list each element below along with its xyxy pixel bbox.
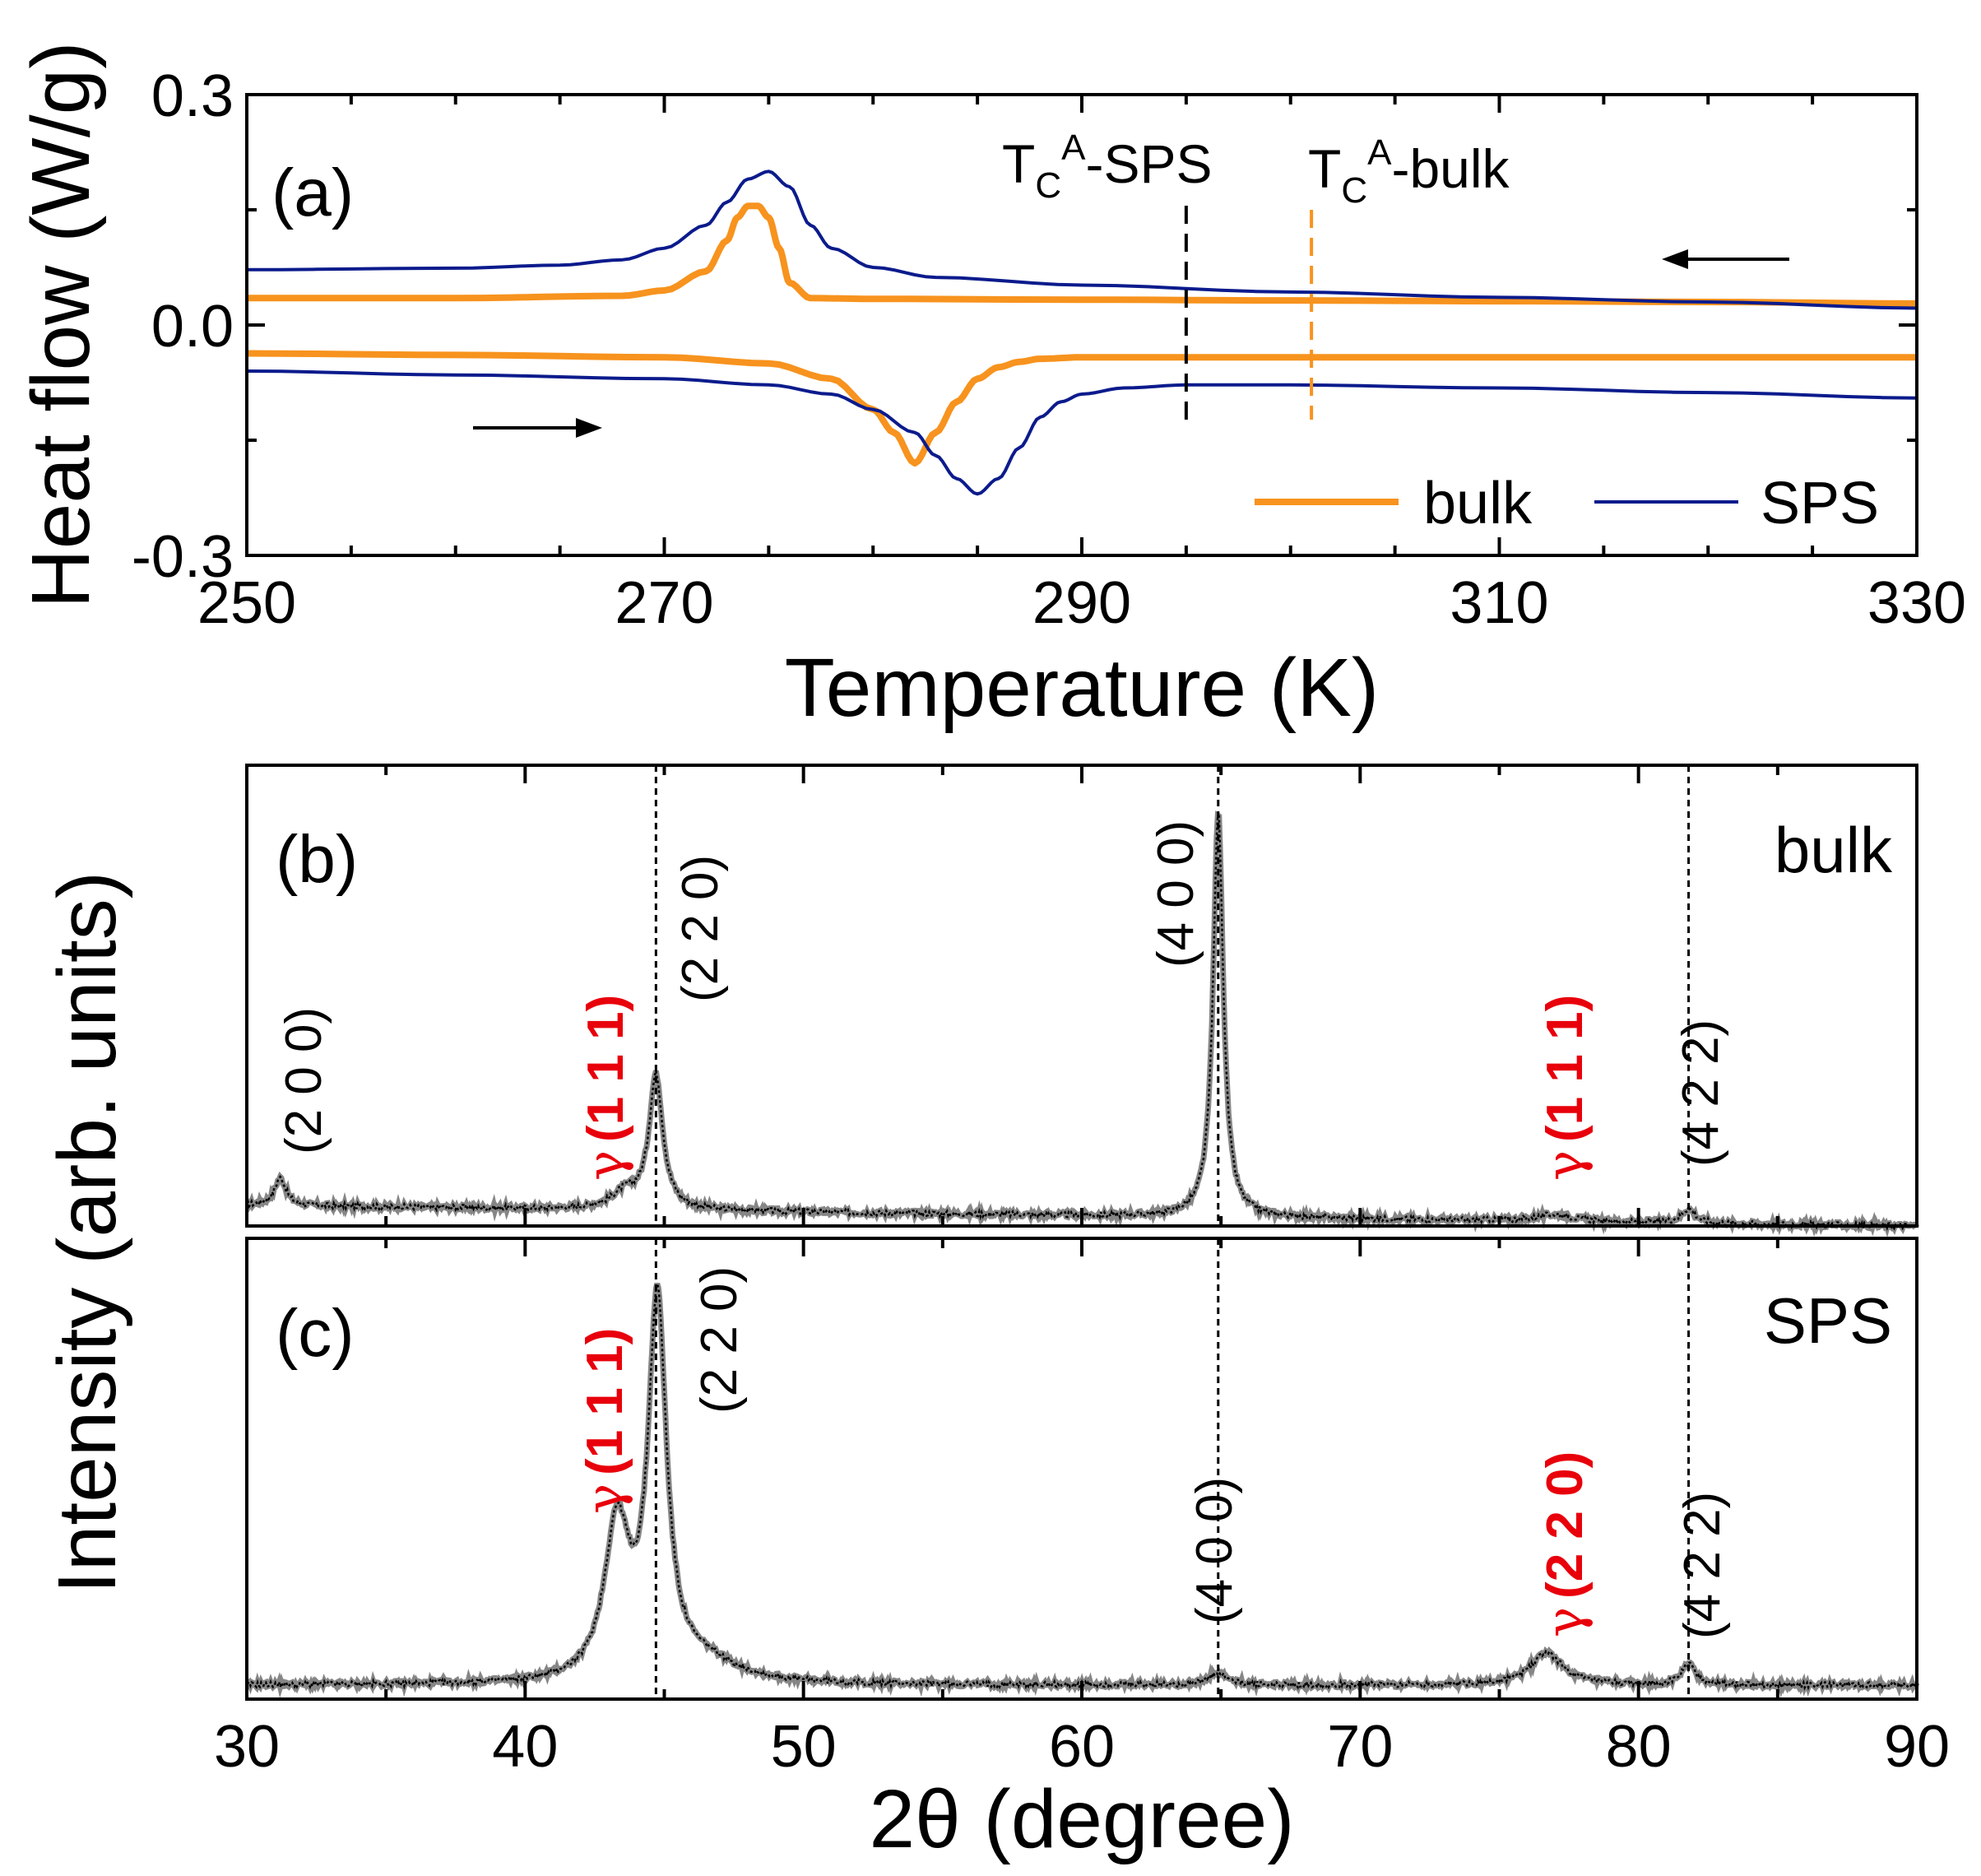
panel-a-xlabel: Temperature (K) <box>785 642 1379 734</box>
a-y-tick-label: 0.3 <box>151 63 234 129</box>
xrd-trace-halo <box>246 1282 1920 1698</box>
panel-a-ylabel: Heat flow (W/g) <box>15 41 107 608</box>
panel-b-ticks <box>245 765 1918 1226</box>
xrd-ylabel: Intensity (arb. units) <box>41 871 133 1594</box>
b-peak-422-label: (4 2 2) <box>1672 1019 1729 1167</box>
dsc-curve-sps-cooling <box>246 169 1918 310</box>
panel-c-frame <box>245 1237 1918 1701</box>
b-gamma-111-high-label: γ(1 1 1) <box>1534 995 1594 1181</box>
legend-sps-label: SPS <box>1761 471 1879 536</box>
panel-a-heat-flow: 250 270 290 310 330 0.3 0.0 -0.3 (a) TCA-SPS TC… <box>15 41 1966 734</box>
dsc-curves <box>246 169 1918 496</box>
c-gamma-111-label: γ(1 1 1) <box>574 1328 634 1514</box>
b-peak-220-label: (2 2 0) <box>672 855 729 1002</box>
panel-b-reference-lines <box>654 765 1691 1226</box>
panel-c-sample: SPS <box>1764 1284 1892 1357</box>
xrd-xlabel: 2θ (degree) <box>870 1773 1295 1865</box>
a-y-tick-label: 0.0 <box>151 294 234 360</box>
xrd-trace-halo <box>245 810 1920 1238</box>
a-y-tick-label: -0.3 <box>132 524 234 590</box>
b-peak-400-label: (4 0 0) <box>1148 820 1204 968</box>
c-peak-422-label: (4 2 2) <box>1674 1492 1731 1639</box>
panel-c-ticks <box>245 1238 1918 1699</box>
panel-b-xrd-bulk: (b) bulk (2 0 0) (2 2 0) (4 0 0) (4 2 2)… <box>245 764 1920 1238</box>
panel-c-xrd-sps: (c) SPS (2 2 0) (4 0 0) (4 2 2) γ(1 1 1)… <box>245 1237 1920 1701</box>
heating-arrow <box>473 418 602 438</box>
c-peak-400-label: (4 0 0) <box>1186 1477 1243 1624</box>
xrd-x-tick-labels: 30 40 50 60 70 80 90 <box>214 1714 1950 1780</box>
legend-bulk-label: bulk <box>1423 471 1533 536</box>
panel-a-ticks: 250 270 290 310 330 0.3 0.0 -0.3 <box>132 63 1966 636</box>
legend: bulk SPS <box>1255 471 1879 536</box>
a-x-tick-label: 330 <box>1867 570 1966 636</box>
b-peak-200-label: (2 0 0) <box>276 1007 332 1154</box>
b-gamma-111-label: γ(1 1 1) <box>575 995 635 1181</box>
xrd-x-tick-label: 60 <box>1049 1714 1115 1780</box>
c-peak-220-label: (2 2 0) <box>691 1266 748 1414</box>
xrd-trace <box>246 1283 1918 1692</box>
a-x-tick-label: 310 <box>1450 570 1548 636</box>
panel-b-frame <box>245 764 1918 1228</box>
dsc-curve-sps-heating <box>246 369 1918 496</box>
a-x-tick-label: 250 <box>197 570 296 636</box>
xrd-x-tick-label: 70 <box>1327 1714 1393 1780</box>
tc-sps-annotation: TCA-SPS <box>1002 128 1213 206</box>
dsc-curve-bulk-heating <box>246 350 1917 467</box>
dsc-curve-bulk-cooling <box>247 202 1918 307</box>
panel-c-label: (c) <box>276 1296 355 1371</box>
panel-c-reference-lines <box>654 1238 1691 1699</box>
xrd-x-tick-label: 30 <box>214 1714 280 1780</box>
xrd-x-tick-label: 40 <box>492 1714 558 1780</box>
panel-b-sample: bulk <box>1775 814 1893 886</box>
panel-a-label: (a) <box>271 156 354 230</box>
c-gamma-220-label: γ(2 2 0) <box>1534 1451 1594 1637</box>
xrd-trace <box>246 813 1918 1232</box>
panel-b-label: (b) <box>276 822 358 897</box>
xrd-x-tick-label: 80 <box>1606 1714 1672 1780</box>
cooling-arrow <box>1662 249 1789 269</box>
xrd-x-tick-label: 90 <box>1884 1714 1950 1780</box>
a-x-tick-label: 290 <box>1032 570 1131 636</box>
xrd-x-tick-label: 50 <box>771 1714 837 1780</box>
a-x-tick-label: 270 <box>615 570 713 636</box>
xrd-pattern-sps <box>246 1282 1920 1698</box>
tc-bulk-annotation: TCA-bulk <box>1308 132 1510 211</box>
xrd-pattern-bulk <box>245 810 1920 1238</box>
